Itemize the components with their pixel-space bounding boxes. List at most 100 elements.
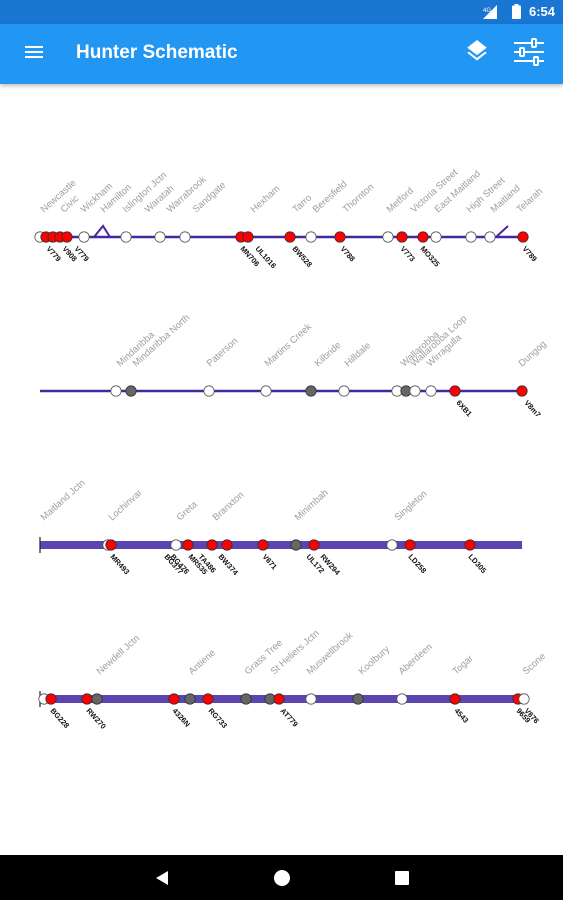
signal-marker <box>81 693 93 705</box>
station-label: Singleton <box>393 489 430 524</box>
station-label: Lochinvar <box>107 487 145 523</box>
signal-label: V671 <box>261 552 279 571</box>
recents-icon[interactable] <box>395 871 409 885</box>
signal-marker <box>91 693 103 705</box>
station-label: Maitland Jctn <box>39 478 88 524</box>
app-bar: Hunter Schematic <box>0 24 563 84</box>
station-label: Branxton <box>211 490 247 524</box>
station-label: Hexham <box>249 183 283 215</box>
signal-marker <box>465 231 477 243</box>
junction-branch <box>495 225 509 238</box>
signal-marker <box>168 693 180 705</box>
signal-marker <box>305 693 317 705</box>
signal-marker <box>290 539 302 551</box>
navigation-bar <box>0 855 563 900</box>
signal-marker <box>305 385 317 397</box>
signal-label: V789 <box>521 244 539 263</box>
station-label: Kilbride <box>313 340 344 369</box>
signal-marker <box>154 231 166 243</box>
station-label: Greta <box>175 499 201 524</box>
signal-marker <box>105 539 117 551</box>
menu-icon[interactable] <box>24 44 44 60</box>
track-line <box>40 541 522 549</box>
station-label: Aberdeen <box>397 641 435 677</box>
signal-label: 6XB1 <box>455 398 474 418</box>
signal-marker <box>352 693 364 705</box>
signal-label: V779 <box>45 244 63 263</box>
signal-marker <box>417 231 429 243</box>
station-label: Togar <box>451 653 476 677</box>
signal-marker <box>257 539 269 551</box>
signal-marker <box>404 539 416 551</box>
signal-marker <box>206 539 218 551</box>
signal-label: V8m7 <box>523 398 543 419</box>
signal-marker <box>516 385 528 397</box>
signal-label: MO325 <box>419 244 442 268</box>
signal-icon: 4G <box>483 5 497 19</box>
signal-marker <box>386 539 398 551</box>
back-icon[interactable] <box>155 870 169 886</box>
signal-label: V788 <box>339 244 357 263</box>
signal-marker <box>125 385 137 397</box>
signal-label: MR493 <box>109 552 132 576</box>
junction-branch <box>93 224 111 238</box>
signal-marker <box>45 693 57 705</box>
signal-marker <box>78 231 90 243</box>
station-label: Newdell Jctn <box>95 633 142 677</box>
signal-marker <box>260 385 272 397</box>
signal-label: RW270 <box>85 706 108 731</box>
signal-marker <box>170 539 182 551</box>
station-label: Hilldale <box>343 340 374 369</box>
signal-label: BW528 <box>291 244 314 269</box>
signal-marker <box>382 231 394 243</box>
app-title: Hunter Schematic <box>76 42 238 63</box>
signal-label: V773 <box>399 244 417 263</box>
signal-marker <box>305 231 317 243</box>
layers-icon[interactable] <box>464 40 490 66</box>
signal-label: LD258 <box>407 552 429 575</box>
station-label: Antiene <box>187 647 218 677</box>
signal-marker <box>221 539 233 551</box>
signal-marker <box>484 231 496 243</box>
signal-marker <box>517 231 529 243</box>
station-label: Koolbury <box>357 644 392 677</box>
signal-marker <box>182 539 194 551</box>
station-label: Martins Creek <box>263 321 314 369</box>
signal-label: RG733 <box>207 706 230 730</box>
signal-marker <box>396 693 408 705</box>
battery-icon <box>512 4 521 19</box>
signal-marker <box>449 693 461 705</box>
signal-label: BW374 <box>217 552 241 577</box>
signal-marker <box>120 231 132 243</box>
signal-marker <box>240 693 252 705</box>
signal-marker <box>284 231 296 243</box>
signal-marker <box>202 693 214 705</box>
signal-marker <box>338 385 350 397</box>
tune-icon[interactable] <box>513 38 545 66</box>
signal-marker <box>110 385 122 397</box>
home-icon[interactable] <box>273 869 291 887</box>
signal-marker <box>430 231 442 243</box>
signal-label: AT779 <box>279 706 300 728</box>
signal-marker <box>449 385 461 397</box>
signal-marker <box>464 539 476 551</box>
signal-marker <box>184 693 196 705</box>
signal-label: 4543 <box>453 706 471 724</box>
signal-marker <box>409 385 421 397</box>
signal-label: 4326N <box>171 706 192 728</box>
signal-marker <box>308 539 320 551</box>
signal-marker <box>61 231 73 243</box>
station-label: Dungog <box>517 339 549 369</box>
signal-marker <box>425 385 437 397</box>
signal-marker <box>334 231 346 243</box>
station-label: Minimbah <box>293 487 331 523</box>
station-label: Tarro <box>291 193 314 216</box>
signal-label: LD305 <box>467 552 489 575</box>
network-label: 4G <box>483 8 491 14</box>
signal-marker <box>179 231 191 243</box>
signal-label: BG228 <box>49 706 72 730</box>
signal-marker <box>396 231 408 243</box>
clock: 6:54 <box>528 4 555 19</box>
signal-marker <box>203 385 215 397</box>
